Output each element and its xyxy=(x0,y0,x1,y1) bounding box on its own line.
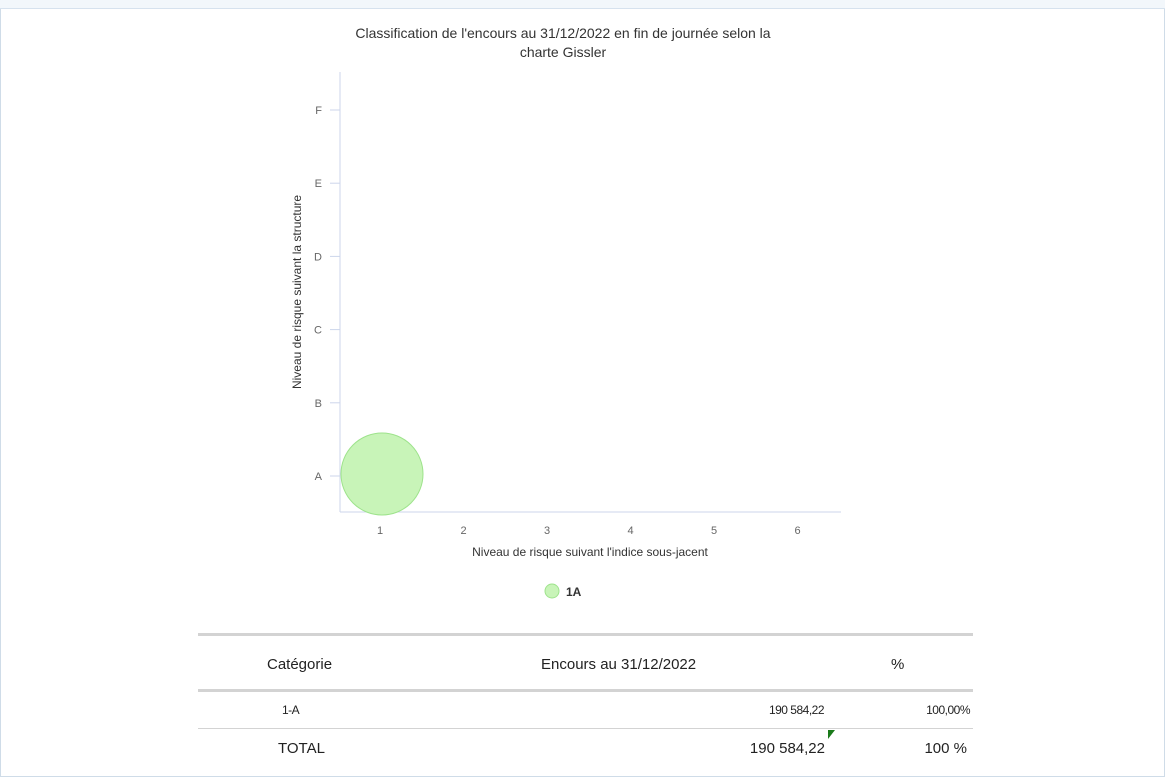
comment-flag-icon xyxy=(828,730,835,739)
x-tick-label: 5 xyxy=(711,525,717,537)
table-header-row: Catégorie Encours au 31/12/2022 % xyxy=(198,636,973,689)
header-categorie: Catégorie xyxy=(267,656,333,673)
cell-category: 1-A xyxy=(282,703,300,717)
x-tick-label: 6 xyxy=(794,525,800,537)
bubble-point-1A xyxy=(340,432,424,516)
cell-percent: 100,00% xyxy=(926,703,970,717)
top-strip xyxy=(0,0,1165,9)
legend-item-label: 1A xyxy=(566,585,582,599)
x-axis-ticks: 1 2 3 4 5 6 xyxy=(377,525,801,537)
x-tick-label: 4 xyxy=(627,525,633,537)
bubble-series xyxy=(340,432,424,516)
total-percent: 100 % xyxy=(924,740,967,757)
table-header-rule xyxy=(198,689,973,692)
y-axis-label: Niveau de risque suivant la structure xyxy=(290,195,304,389)
total-encours: 190 584,22 xyxy=(749,740,825,757)
chart-title-line-1: Classification de l'encours au 31/12/202… xyxy=(355,25,770,41)
total-label: TOTAL xyxy=(278,740,325,757)
y-tick-label: F xyxy=(315,105,322,117)
y-tick-label: A xyxy=(315,471,323,483)
cell-encours: 190 584,22 xyxy=(768,703,825,717)
y-tick-label: E xyxy=(315,178,322,190)
header-percent: % xyxy=(891,656,905,673)
x-axis-label: Niveau de risque suivant l'indice sous-j… xyxy=(472,545,708,559)
y-axis-ticks: A B C D E F xyxy=(314,105,340,483)
chart-title-line-2: charte Gissler xyxy=(520,44,607,60)
encours-table: Catégorie Encours au 31/12/2022 % 1-A 19… xyxy=(198,633,973,769)
y-tick-label: B xyxy=(315,398,322,410)
header-encours: Encours au 31/12/2022 xyxy=(541,656,697,673)
legend-symbol xyxy=(544,583,560,599)
table-total-row: TOTAL 190 584,22 100 % xyxy=(198,729,973,769)
y-tick-label: D xyxy=(314,251,322,263)
table-top-rule xyxy=(198,633,973,636)
table-row-rule xyxy=(198,728,973,729)
table-row: 1-A 190 584,22 100,00% xyxy=(198,692,973,728)
chart-legend[interactable]: 1A xyxy=(544,583,582,599)
x-tick-label: 2 xyxy=(460,525,466,537)
x-tick-label: 1 xyxy=(377,525,383,537)
x-tick-label: 3 xyxy=(544,525,550,537)
y-tick-label: C xyxy=(314,325,322,337)
bubble-chart: Classification de l'encours au 31/12/202… xyxy=(290,25,841,599)
